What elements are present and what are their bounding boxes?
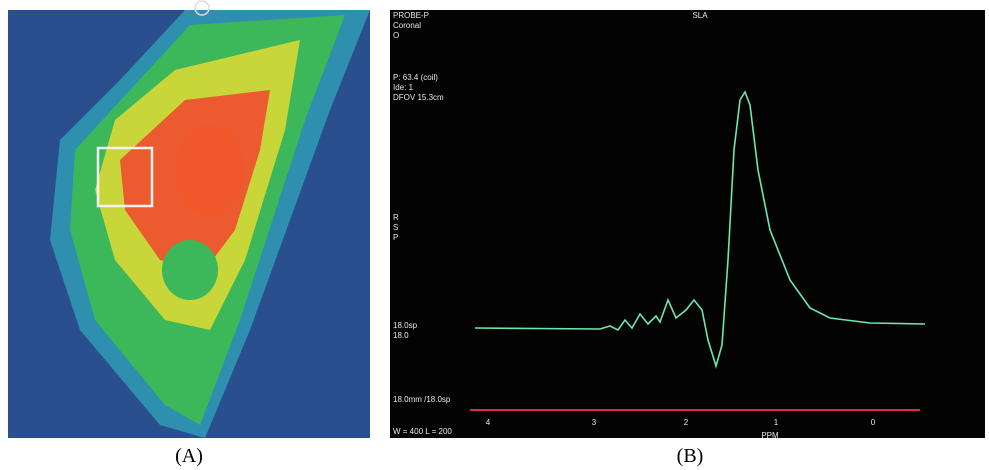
panel-a-image bbox=[8, 0, 370, 438]
axis-tick: 3 bbox=[592, 418, 597, 427]
orientation-text: R bbox=[393, 213, 399, 222]
axis-tick: 0 bbox=[871, 418, 876, 427]
orientation-text: S bbox=[393, 223, 398, 232]
side-text: 18.0 bbox=[393, 331, 409, 340]
info-text: P: 63.4 (coil) bbox=[393, 73, 438, 82]
header-text: PROBE-P bbox=[393, 11, 429, 20]
axis-tick: 4 bbox=[486, 418, 491, 427]
footer-text: 18.0mm /18.0sp bbox=[393, 395, 451, 404]
info-text: DFOV 15.3cm bbox=[393, 93, 444, 102]
panel-b-image bbox=[390, 10, 985, 438]
panel-label: (A) bbox=[175, 445, 203, 467]
axis-label: PPM bbox=[761, 431, 779, 440]
side-text: 18.0sp bbox=[393, 321, 418, 330]
panel-label: (B) bbox=[677, 445, 704, 467]
footer-text: W = 400 L = 200 bbox=[393, 427, 452, 436]
axis-tick: 1 bbox=[774, 418, 779, 427]
header-text: Coronal bbox=[393, 21, 421, 30]
orientation-text: P bbox=[393, 233, 398, 242]
axis-tick: 2 bbox=[684, 418, 689, 427]
header-title: SLA bbox=[692, 11, 708, 20]
header-text: O bbox=[393, 31, 399, 40]
info-text: Ide: 1 bbox=[393, 83, 414, 92]
